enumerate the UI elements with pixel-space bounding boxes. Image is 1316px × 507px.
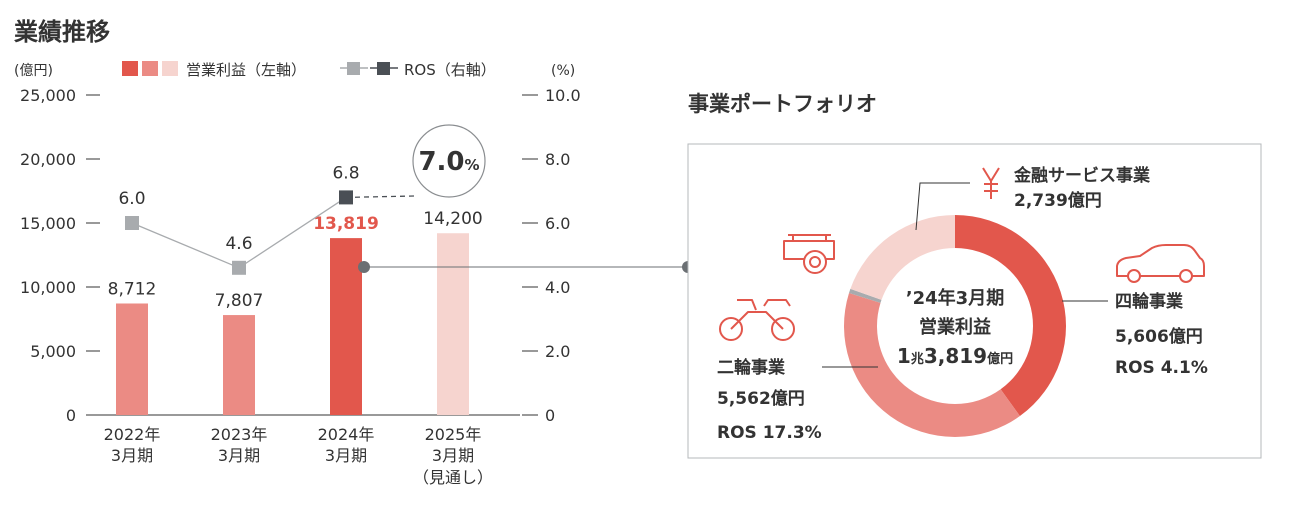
automobile-name: 四輪事業 bbox=[1115, 291, 1183, 312]
right-tick-label: 6.0 bbox=[545, 214, 570, 233]
x-label-year: 2024年 bbox=[318, 425, 375, 444]
ros-marker bbox=[232, 260, 246, 275]
bar-value-label: 14,200 bbox=[423, 209, 482, 229]
left-tick-label: 10,000 bbox=[20, 278, 76, 297]
motorcycle-amount: 5,562億円 bbox=[717, 388, 805, 409]
x-label-period: 3月期 bbox=[432, 446, 474, 465]
donut-center-period: ’24年3月期 bbox=[906, 287, 1004, 309]
legend-swatch-bar-1 bbox=[122, 61, 138, 76]
car-icon bbox=[1116, 244, 1205, 283]
ros-marker bbox=[125, 216, 139, 230]
donut-slice bbox=[850, 215, 955, 300]
ros-line-forecast bbox=[345, 195, 415, 199]
left-axis-unit: (億円) bbox=[14, 63, 53, 79]
x-label-year: 2025年 bbox=[425, 425, 482, 444]
connector-dot-left bbox=[358, 261, 370, 273]
donut-center-total: 1兆3,819億円 bbox=[897, 344, 1013, 368]
x-axis-labels: 2022年 3月期 2023年 3月期 2024年 3月期 2025年 3月期 （見通し） bbox=[104, 425, 493, 487]
ros-marker bbox=[339, 190, 353, 205]
right-axis-unit: (%) bbox=[551, 63, 575, 79]
ros-forecast-unit: % bbox=[465, 156, 480, 174]
chart-legend: 営業利益（左軸） ROS（右軸） bbox=[122, 61, 496, 79]
x-label-year: 2022年 bbox=[104, 425, 161, 444]
yen-icon bbox=[982, 167, 1000, 199]
left-tick-label: 15,000 bbox=[20, 214, 76, 233]
donut-slice bbox=[955, 215, 1067, 417]
section-title-performance: 業績推移 bbox=[14, 18, 110, 46]
bar-operating-profit bbox=[223, 315, 255, 415]
bar-operating-profit bbox=[330, 238, 362, 415]
total-trillion: 1 bbox=[897, 344, 911, 368]
right-tick-label: 0 bbox=[545, 406, 555, 425]
financial-leader-line bbox=[915, 182, 970, 231]
segment-automobile: 四輪事業 5,606億円 ROS 4.1% bbox=[1062, 244, 1208, 378]
right-tick-label: 8.0 bbox=[545, 150, 570, 169]
donut-slice bbox=[849, 288, 882, 303]
left-tick-label: 5,000 bbox=[30, 342, 76, 361]
segment-financial-services: 金融サービス事業 2,739億円 bbox=[915, 165, 1150, 231]
automobile-ros: ROS 4.1% bbox=[1115, 358, 1208, 378]
left-tick-label: 20,000 bbox=[20, 150, 76, 169]
ros-forecast-callout: 7.0% bbox=[412, 124, 486, 198]
right-tick-label: 4.0 bbox=[545, 278, 570, 297]
bar-value-label: 8,712 bbox=[108, 279, 157, 299]
motorcycle-ros: ROS 17.3% bbox=[717, 423, 822, 443]
legend-label-ros: ROS（右軸） bbox=[404, 61, 496, 79]
segment-motorcycle: 二輪事業 5,562億円 ROS 17.3% bbox=[717, 299, 878, 443]
bar-operating-profit bbox=[116, 303, 148, 415]
section-title-portfolio: 事業ポートフォリオ bbox=[688, 92, 877, 116]
ros-forecast-circle bbox=[412, 124, 486, 198]
total-billion-unit: 億円 bbox=[987, 351, 1013, 367]
ros-value-label: 4.6 bbox=[225, 234, 252, 254]
legend-swatch-bar-2 bbox=[142, 61, 158, 76]
x-label-period: 3月期 bbox=[111, 446, 153, 465]
ros-forecast-value-text: 7.0% bbox=[418, 147, 479, 177]
legend-marker-dark bbox=[377, 62, 390, 75]
legend-marker-gray bbox=[347, 62, 360, 75]
bar-operating-profit bbox=[437, 233, 469, 415]
legend-label-operating-profit: 営業利益（左軸） bbox=[186, 61, 306, 79]
x-label-period: 3月期 bbox=[218, 446, 260, 465]
x-label-period: 3月期 bbox=[325, 446, 367, 465]
total-trillion-unit: 兆 bbox=[911, 351, 924, 367]
portfolio-donut bbox=[844, 215, 1067, 437]
right-y-axis: 10.0 8.0 6.0 4.0 2.0 0 bbox=[522, 86, 581, 425]
donut-slice bbox=[844, 293, 1020, 437]
right-tick-label: 2.0 bbox=[545, 342, 570, 361]
total-billion: 3,819 bbox=[924, 344, 987, 368]
motorcycle-icon bbox=[719, 299, 795, 341]
ros-value-label: 6.0 bbox=[118, 189, 145, 209]
bar-value-label: 7,807 bbox=[215, 291, 264, 311]
x-label-note: （見通し） bbox=[413, 468, 493, 487]
bar-series: 8,712 7,807 13,819 14,200 bbox=[108, 209, 483, 415]
left-tick-label: 0 bbox=[66, 406, 76, 425]
ros-value-label: 6.8 bbox=[332, 163, 359, 183]
x-label-year: 2023年 bbox=[211, 425, 268, 444]
bar-value-label: 13,819 bbox=[313, 214, 379, 234]
motorcycle-name: 二輪事業 bbox=[717, 357, 785, 378]
donut-center-label: 営業利益 bbox=[919, 316, 991, 338]
legend-swatch-bar-3 bbox=[162, 61, 178, 76]
power-products-icon bbox=[783, 234, 835, 274]
financial-name: 金融サービス事業 bbox=[1013, 165, 1150, 186]
right-tick-label: 10.0 bbox=[545, 86, 581, 105]
financial-amount: 2,739億円 bbox=[1014, 190, 1102, 211]
left-y-axis: 25,000 20,000 15,000 10,000 5,000 0 bbox=[20, 86, 100, 425]
ros-line-series: 6.0 4.6 6.8 bbox=[118, 163, 415, 275]
left-tick-label: 25,000 bbox=[20, 86, 76, 105]
automobile-amount: 5,606億円 bbox=[1115, 326, 1203, 347]
ros-forecast-value: 7.0 bbox=[418, 147, 464, 177]
